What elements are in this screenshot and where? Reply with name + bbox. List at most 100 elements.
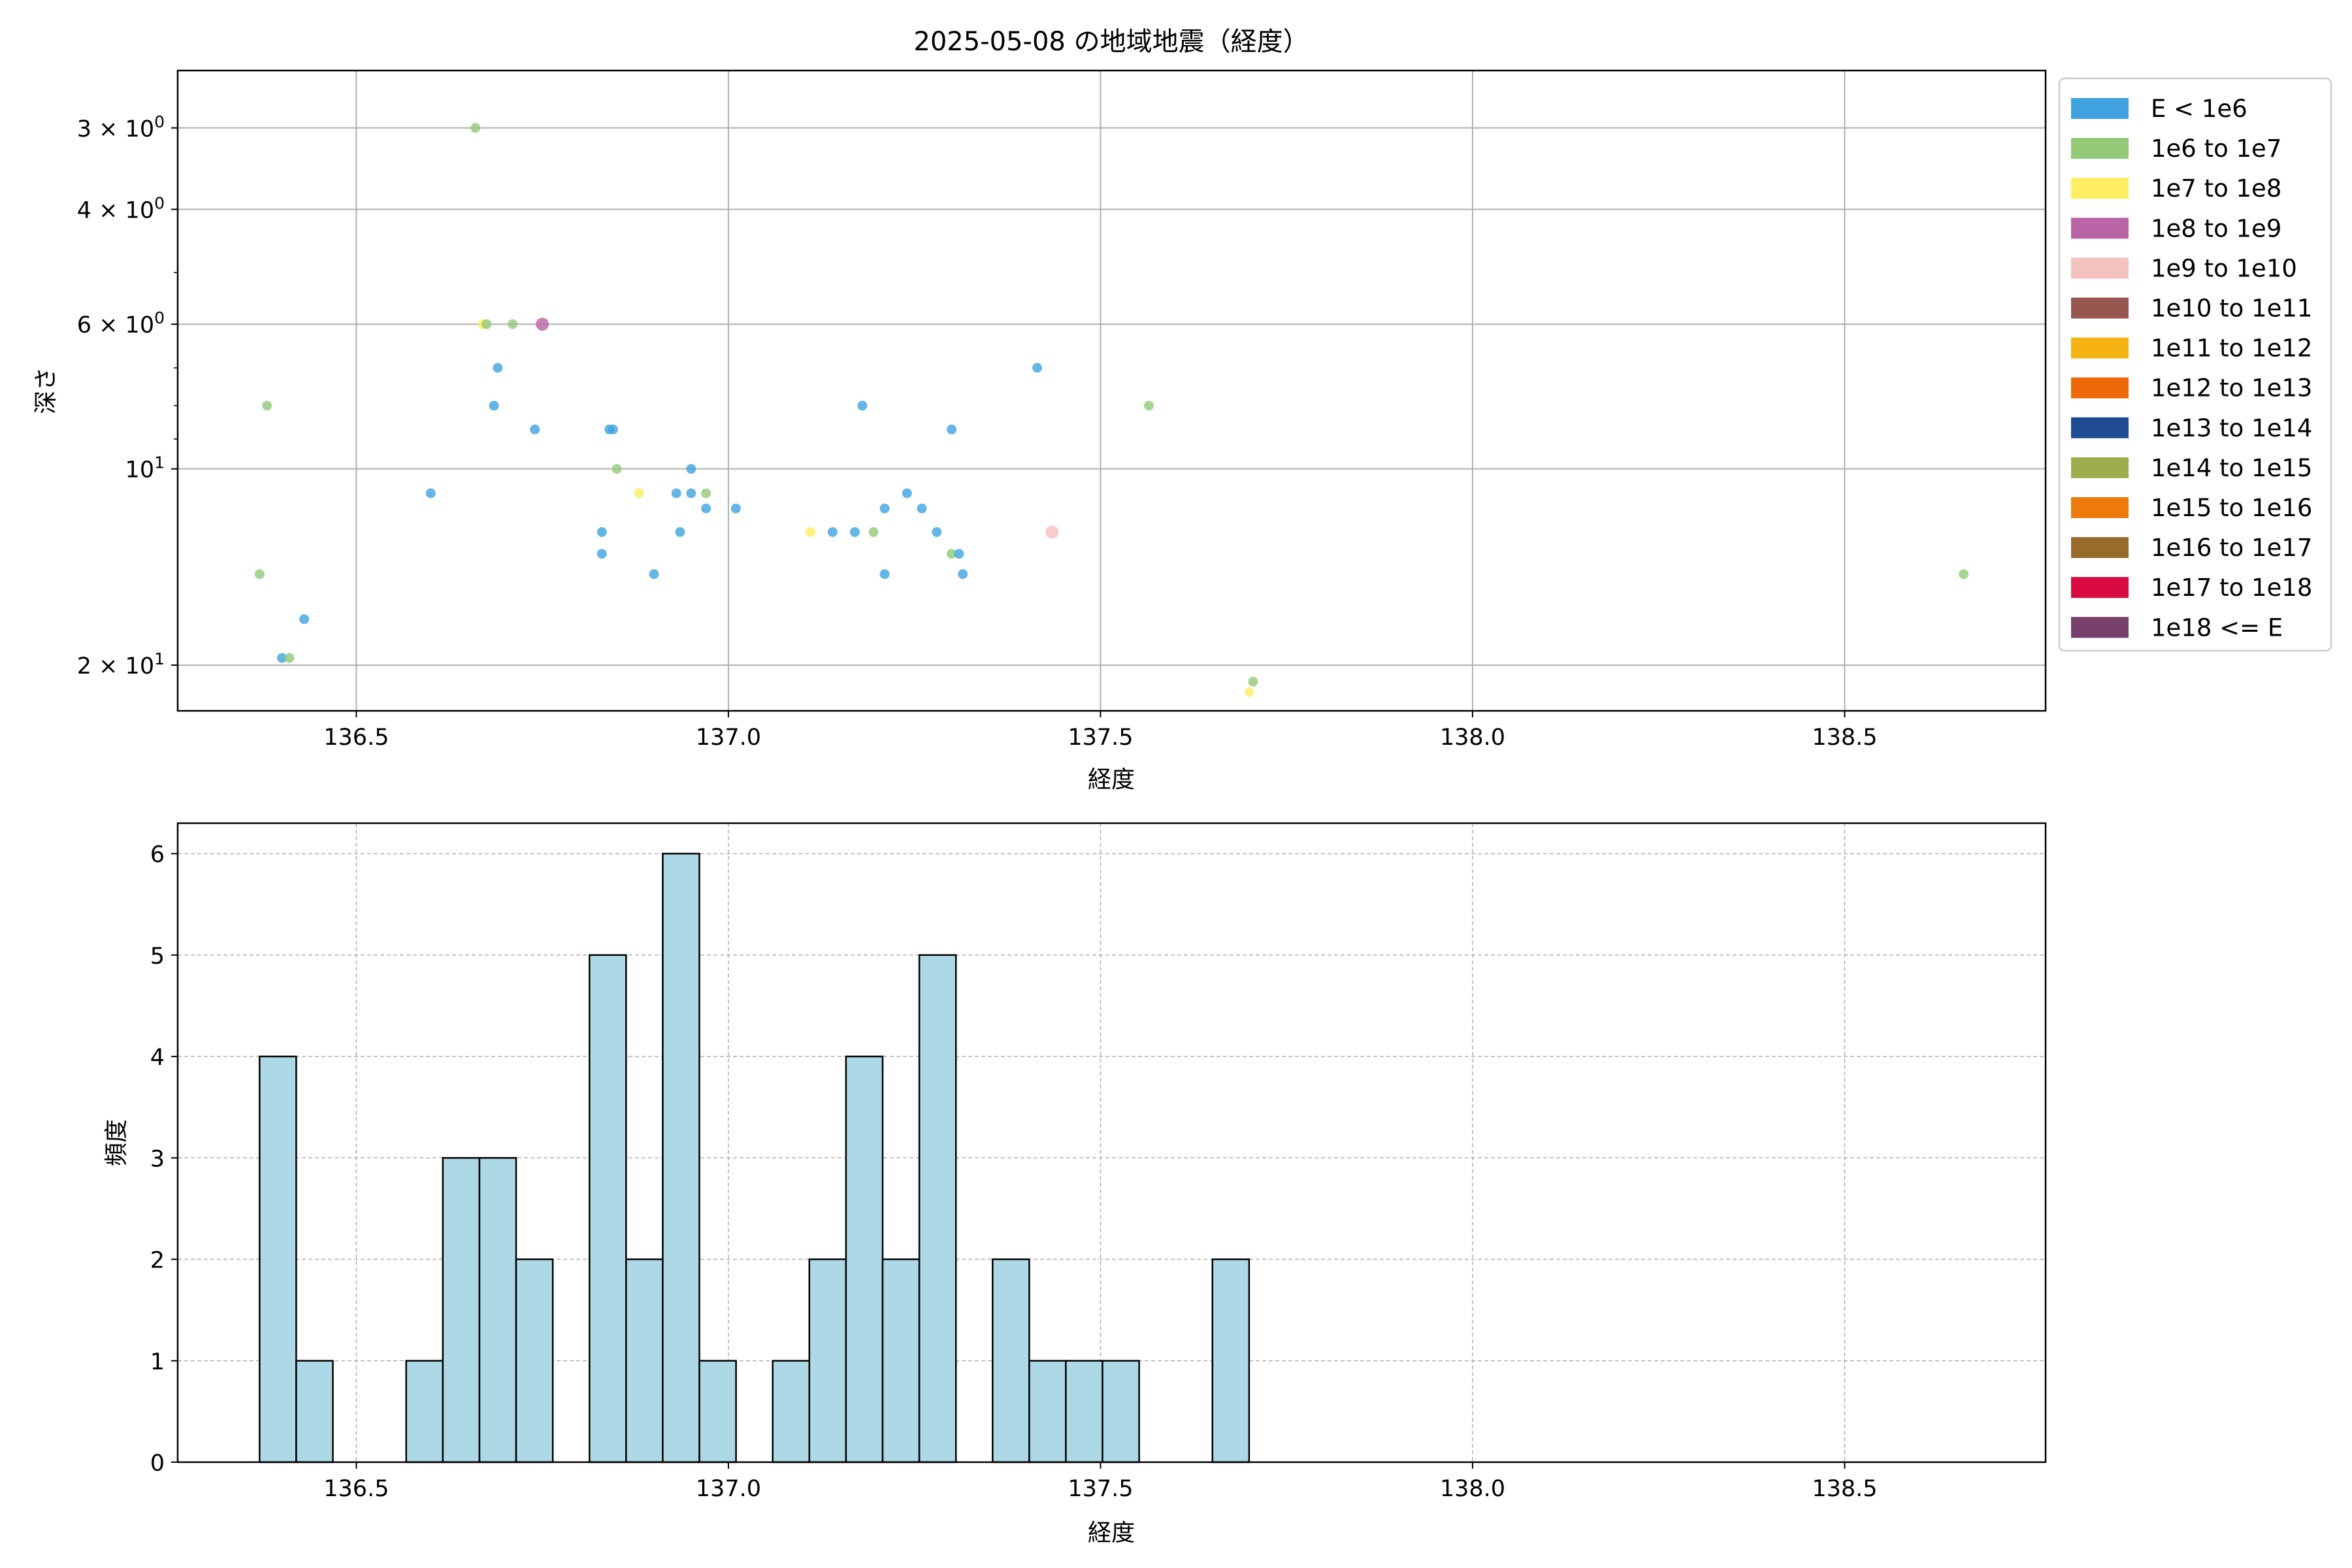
scatter-point: [596, 549, 607, 559]
histogram-x-ticks: 136.5 137.0 137.5 138.0 138.5: [323, 1462, 1878, 1502]
scatter-plot-area: [178, 71, 2046, 711]
histogram-bar: [625, 1258, 664, 1463]
scatter-point: [701, 503, 711, 514]
scatter-points: [254, 123, 1969, 697]
scatter-point: [536, 318, 549, 331]
scatter-y-tick-label: 3 × 100: [77, 112, 165, 142]
scatter-plot-frame: [176, 69, 2047, 712]
scatter-point: [284, 653, 295, 663]
scatter-point: [482, 319, 492, 329]
legend-label: 1e17 to 1e18: [2151, 574, 2312, 602]
scatter-point: [277, 653, 287, 663]
legend-swatch: [2071, 138, 2129, 159]
legend-frame: [2058, 77, 2332, 652]
histogram-bar: [881, 1258, 921, 1463]
histogram-y-tick-label: 2: [150, 1248, 165, 1274]
histogram-x-tick-label: 137.5: [1068, 1476, 1133, 1502]
legend-label: 1e18 <= E: [2151, 613, 2283, 642]
histogram-y-ticks: 0 1 2 3 4 5 6: [150, 842, 178, 1477]
scatter-point: [917, 503, 927, 514]
histogram-bar: [295, 1360, 334, 1463]
histogram-bars: [259, 853, 1250, 1463]
scatter-point: [254, 569, 265, 580]
scatter-point: [634, 488, 644, 498]
scatter-point: [596, 527, 607, 537]
scatter-point: [470, 123, 481, 133]
histogram-x-axis-label: 経度: [1088, 1520, 1135, 1546]
histogram-plot-frame: [176, 822, 2047, 1463]
scatter-point: [671, 488, 681, 498]
legend-label: 1e15 to 1e16: [2151, 494, 2312, 522]
histogram-y-tick-label: 6: [150, 842, 165, 868]
scatter-point: [947, 549, 957, 559]
scatter-title: 2025-05-08 の地域地震（経度）: [913, 27, 1309, 57]
histogram-y-tick-label: 0: [150, 1450, 165, 1477]
histogram-bar: [515, 1258, 554, 1463]
legend-label: 1e9 to 1e10: [2151, 254, 2297, 282]
scatter-point: [850, 527, 860, 537]
scatter-point: [675, 527, 685, 537]
histogram-bar: [1065, 1360, 1103, 1463]
scatter-point: [489, 400, 499, 411]
legend-swatch: [2071, 377, 2129, 399]
scatter-x-tick-label: 137.0: [696, 725, 761, 751]
scatter-point: [958, 569, 968, 580]
histogram-y-tick-label: 4: [150, 1045, 165, 1071]
scatter-point: [612, 464, 622, 474]
histogram-x-tick-label: 136.5: [323, 1476, 389, 1502]
scatter-point: [902, 488, 912, 498]
scatter-y-axis-label: 深さ: [33, 367, 59, 414]
scatter-point: [701, 488, 711, 498]
scatter-point: [1248, 676, 1258, 687]
legend-label: 1e6 to 1e7: [2151, 135, 2281, 163]
scatter-point: [530, 424, 540, 434]
histogram-x-tick-label: 138.0: [1440, 1476, 1505, 1502]
scatter-point: [932, 527, 942, 537]
legend-swatch: [2071, 577, 2129, 598]
scatter-x-tick-label: 138.5: [1812, 725, 1877, 751]
histogram-bar: [1028, 1360, 1067, 1463]
scatter-y-tick-label: 4 × 100: [77, 193, 165, 223]
histogram-bar: [1102, 1360, 1140, 1463]
scatter-x-axis-label: 経度: [1088, 766, 1135, 793]
legend-label: E < 1e6: [2151, 95, 2247, 123]
scatter-point: [857, 400, 868, 411]
scatter-x-tick-label: 136.5: [323, 725, 389, 751]
scatter-point: [299, 614, 310, 625]
histogram-bar: [772, 1360, 811, 1463]
scatter-y-tick-label: 6 × 100: [77, 308, 165, 338]
scatter-point: [1045, 525, 1059, 539]
scatter-point: [1032, 363, 1043, 373]
legend-label: 1e10 to 1e11: [2151, 295, 2312, 323]
legend-label: 1e14 to 1e15: [2151, 454, 2312, 482]
histogram-y-tick-label: 5: [150, 943, 165, 970]
legend-swatch: [2071, 218, 2129, 239]
scatter-point: [827, 527, 838, 537]
scatter-y-ticks: 3 × 100 4 × 100 6 × 100 101 2 × 101: [77, 112, 178, 679]
scatter-point: [508, 319, 518, 329]
legend-label: 1e13 to 1e14: [2151, 414, 2312, 442]
histogram-bar: [918, 954, 957, 1463]
histogram-bar: [845, 1055, 884, 1463]
scatter-point: [262, 400, 272, 411]
scatter-point: [1144, 400, 1154, 411]
scatter-point: [493, 363, 503, 373]
histogram-y-tick-label: 1: [150, 1349, 165, 1375]
histogram-bar: [442, 1157, 481, 1463]
histogram-y-axis-label: 頻度: [103, 1119, 130, 1166]
scatter-point: [879, 569, 890, 580]
legend-swatch: [2071, 617, 2129, 638]
scatter-point: [805, 527, 815, 537]
legend-label: 1e8 to 1e9: [2151, 214, 2281, 242]
scatter-point: [947, 424, 957, 434]
histogram-bar: [662, 853, 700, 1463]
legend-swatch: [2071, 98, 2129, 119]
legend-swatch: [2071, 417, 2129, 438]
legend-label: 1e11 to 1e12: [2151, 335, 2312, 363]
scatter-point: [868, 527, 879, 537]
scatter-point: [425, 488, 436, 498]
legend: E < 1e6 1e6 to 1e7 1e7 to 1e8 1e8 to 1e9 1e9…: [2058, 77, 2332, 652]
scatter-panel: 136.5 137.0 137.5 138.0 138.5 3 × 100 4 × 100…: [33, 69, 2047, 793]
legend-label: 1e12 to 1e13: [2151, 374, 2312, 402]
